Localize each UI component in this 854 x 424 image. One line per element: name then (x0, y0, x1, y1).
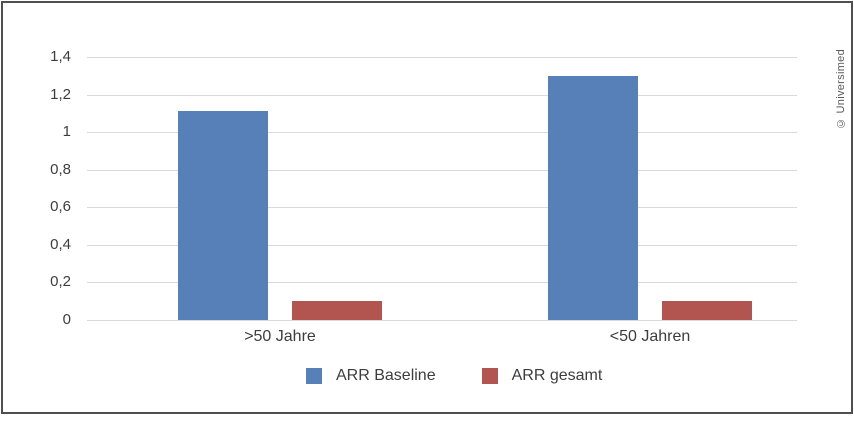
gridline (87, 282, 797, 284)
gridline (87, 57, 797, 58)
legend: ARR Baseline ARR gesamt (306, 367, 602, 385)
chart-frame: 0 0,2 0,4 0,6 0,8 1 1,2 1,4 >50 Jahre <50 Jahren… (1, 1, 853, 414)
bar-arr-baseline (178, 111, 268, 320)
gridline (87, 169, 797, 171)
y-tick-label: 0,8 (50, 160, 71, 178)
y-tick-label: 0,6 (50, 198, 71, 216)
y-tick-label: 1,2 (50, 85, 71, 103)
gridline (87, 207, 797, 209)
gridline (87, 132, 797, 134)
y-tick-label: 0,2 (50, 273, 71, 291)
legend-label: ARR Baseline (336, 367, 436, 384)
gridline (87, 244, 797, 246)
plot-area (87, 57, 797, 321)
gridline (87, 94, 797, 96)
x-category-label: <50 Jahren (609, 328, 691, 345)
bar-arr-gesamt (292, 301, 382, 320)
bar-arr-gesamt (662, 301, 752, 320)
legend-swatch-icon (481, 368, 498, 384)
y-tick-label: 1,4 (50, 48, 71, 65)
y-tick-label: 1 (62, 123, 71, 141)
legend-swatch-icon (306, 368, 322, 384)
y-tick-label: 0,4 (50, 235, 71, 253)
bar-arr-baseline (548, 75, 638, 320)
legend-label: ARR gesamt (511, 367, 603, 384)
copyright-credit: © Universimed (835, 49, 847, 130)
y-tick-label: 0 (62, 311, 71, 328)
legend-item-arr-gesamt: ARR gesamt (481, 367, 603, 385)
gridline (87, 320, 797, 321)
x-category-label: >50 Jahre (244, 328, 316, 345)
legend-item-arr-baseline: ARR Baseline (306, 367, 436, 385)
